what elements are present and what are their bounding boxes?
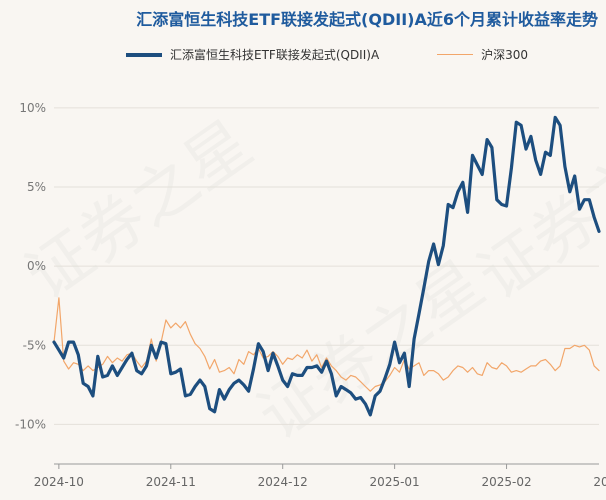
x-tick-label: 2025-01	[370, 475, 420, 489]
x-tick-label: 2025-02	[481, 475, 531, 489]
y-tick-label: 0%	[27, 259, 46, 273]
x-tick-label: 2024-10	[34, 475, 84, 489]
legend-swatch-fund	[126, 52, 162, 57]
series-line-fund	[52, 115, 601, 417]
x-tick-label: 2024-11	[146, 475, 196, 489]
x-tick-label: 2025-03	[593, 475, 606, 489]
x-tick-label: 2024-12	[258, 475, 308, 489]
legend-swatch-hs300	[437, 54, 474, 55]
legend-item-hs300[interactable]: 沪深300	[437, 46, 528, 63]
legend-label-fund: 汇添富恒生科技ETF联接发起式(QDII)A	[170, 48, 380, 62]
chart-title: 汇添富恒生科技ETF联接发起式(QDII)A近6个月累计收益率走势	[136, 10, 598, 29]
legend-item-fund[interactable]: 汇添富恒生科技ETF联接发起式(QDII)A	[126, 46, 379, 63]
y-tick-label: 5%	[27, 180, 46, 194]
chart-legend[interactable]: 汇添富恒生科技ETF联接发起式(QDII)A 沪深300	[126, 46, 528, 63]
y-tick-label: 10%	[19, 101, 46, 115]
series-line-hs300	[53, 297, 600, 392]
y-tick-label: -10%	[15, 417, 46, 431]
legend-label-hs300: 沪深300	[481, 48, 529, 62]
y-tick-label: -5%	[23, 338, 46, 352]
